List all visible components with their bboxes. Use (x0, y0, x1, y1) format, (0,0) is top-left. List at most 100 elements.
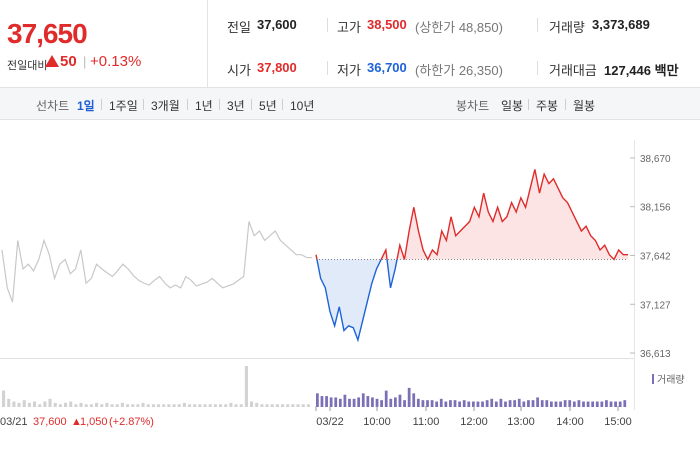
period-1w-button[interactable]: 1주일 (109, 99, 138, 113)
prev-day-volume-bar (151, 404, 155, 407)
today-volume-bar (375, 398, 379, 407)
prev-day-volume-bar (89, 404, 93, 407)
price-summary (0, 0, 700, 88)
volume-bars (2, 366, 627, 407)
change-rate: +0.13% (90, 53, 142, 70)
period-3m-button[interactable]: 3개월 (151, 99, 180, 113)
today-volume-bar (338, 398, 342, 407)
divider (327, 18, 328, 32)
prev-day-volume-bar (43, 401, 47, 407)
change-amount: 50 (60, 53, 77, 70)
candle-monthly-button[interactable]: 월봉 (573, 99, 596, 113)
divider (251, 99, 252, 110)
prev-day-line (1, 221, 312, 303)
today-volume-bar (371, 397, 374, 407)
today-volume-bar (316, 393, 319, 407)
today-volume-bar (403, 400, 406, 407)
today-volume-bar (398, 394, 402, 407)
prev-day-volume-bar (162, 404, 166, 407)
today-volume-bar (430, 400, 434, 407)
open-label: 시가 (227, 63, 251, 78)
today-volume-bar (357, 397, 361, 407)
today-volume-bar (325, 396, 328, 407)
prev-day-volume-bar (58, 404, 62, 407)
price-area (316, 169, 628, 341)
x-tick-label: 11:00 (413, 416, 440, 428)
open-value: 37,800 (257, 60, 297, 75)
period-1y-button[interactable]: 1년 (195, 99, 213, 113)
prev-day-volume-bar (131, 404, 135, 407)
today-volume-bar (572, 401, 576, 407)
today-volume-bar (559, 401, 562, 407)
prev-day-volume-bar (224, 404, 228, 407)
up-line-segment (380, 247, 388, 260)
today-volume-bar (591, 401, 595, 407)
prev-day-volume-bar (182, 402, 186, 407)
today-volume-bar (623, 400, 627, 407)
price-lines (1, 169, 628, 343)
up-line-segment (396, 169, 628, 262)
prev-day-volume-bar (64, 402, 68, 407)
prev-day-volume-bar (306, 404, 310, 407)
x-tick-label: 12:00 (460, 416, 488, 428)
today-volume-bar (499, 398, 503, 407)
divider (537, 18, 538, 32)
period-5y-button[interactable]: 5년 (259, 99, 277, 113)
candle-daily-button[interactable]: 일봉 (501, 99, 524, 113)
today-volume-bar (563, 400, 567, 407)
y-tick-label: 38,670 (640, 154, 671, 165)
today-volume-bar (531, 400, 535, 407)
x-tick-label: 10:00 (363, 416, 391, 428)
today-volume-bar (508, 400, 512, 407)
today-volume-bar (609, 401, 613, 407)
prev-day-volume-bar (120, 402, 124, 407)
today-volume-bar (522, 401, 526, 407)
low-label: 저가 (337, 63, 361, 78)
prev-day-volume-bar (33, 401, 37, 407)
period-1d-button[interactable]: 1일 (77, 99, 95, 113)
period-10y-button[interactable]: 10년 (290, 99, 315, 113)
today-volume-bar (517, 398, 521, 407)
today-volume-bar (467, 401, 471, 407)
prev-day-volume-bar (157, 404, 161, 407)
prev-day-volume-bar (286, 404, 290, 407)
prev-day-change: 1,050 (80, 416, 108, 428)
today-volume-bar (545, 400, 549, 407)
y-tick-label: 36,613 (640, 349, 671, 360)
prev-day-volume-bar (27, 402, 31, 407)
today-volume-bar (394, 397, 397, 407)
x-tick-label: 03/22 (316, 416, 344, 428)
prev-day-volume-bar (38, 404, 42, 407)
prev-day-volume-bar (53, 402, 57, 407)
prev-day-price: 37,600 (33, 416, 67, 428)
prev-day-volume-bar (296, 404, 300, 407)
up-area (397, 169, 628, 260)
period-3y-button[interactable]: 3년 (227, 99, 245, 113)
down-area (387, 259, 398, 288)
down-line-segment (386, 259, 398, 289)
change-separator: | (83, 54, 87, 69)
today-volume-bar (527, 400, 530, 407)
prev-day-volume-bar (146, 404, 150, 407)
prev-day-volume-bar (239, 404, 243, 407)
today-volume-bar (472, 401, 475, 407)
today-volume-bar (481, 401, 484, 407)
divider (219, 99, 220, 110)
prev-day-volume-bar (141, 402, 145, 407)
divider (282, 99, 283, 110)
today-volume-bar (380, 400, 383, 407)
today-volume-bar (435, 401, 439, 407)
lower-limit: (하한가 26,350) (415, 63, 503, 78)
prev-day-volume-bar (244, 366, 248, 407)
today-volume-bar (348, 398, 351, 407)
divider (187, 99, 188, 110)
prev-day-volume-bar (219, 404, 223, 407)
prev-day-volume-bar (229, 402, 233, 407)
prev-day-volume-bar (301, 404, 305, 407)
prev-day-volume-bar (250, 401, 254, 407)
candle-weekly-button[interactable]: 주봉 (536, 99, 559, 113)
prev-day-volume-bar (2, 390, 6, 407)
prev-day-volume-bar (100, 404, 104, 407)
today-volume-bar (490, 398, 494, 407)
down-area (316, 259, 382, 341)
